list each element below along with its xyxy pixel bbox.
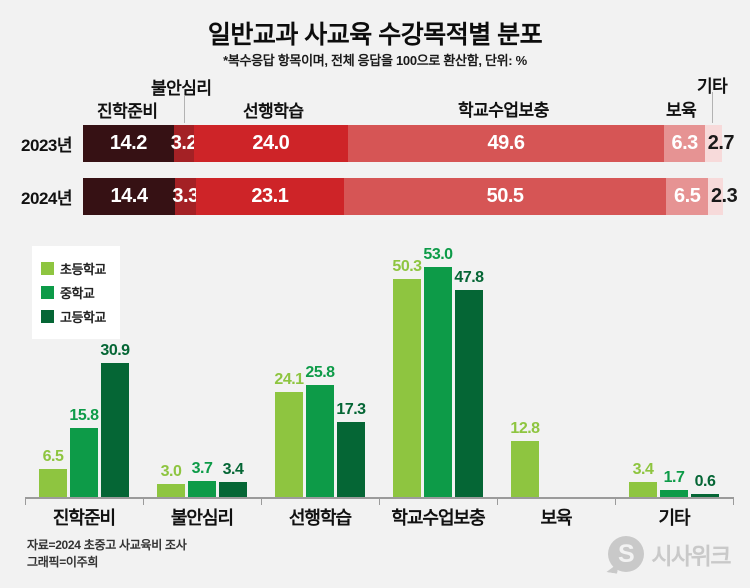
bar-중학교-선행학습 — [306, 385, 334, 497]
year-label-2023: 2023년 — [21, 136, 72, 155]
bar-value-label: 15.8 — [69, 407, 99, 424]
x-axis-tick — [143, 497, 144, 505]
segment-value-outside: 2.3 — [710, 185, 738, 207]
bar-초등학교-선행학습 — [275, 392, 303, 497]
source-credit: 자료=2024 초중고 사교육비 조사 — [27, 538, 187, 552]
bar-value-label: 3.4 — [222, 461, 244, 478]
year-label-2024: 2024년 — [21, 189, 72, 208]
bar-중학교-기타 — [660, 490, 688, 497]
legend-item-high: 고등학교 — [41, 307, 106, 326]
bar-value-label: 3.0 — [160, 463, 182, 480]
bar-value-label: 3.4 — [632, 461, 654, 478]
bar-value-label: 24.1 — [274, 371, 304, 388]
stacked-header-sueopbochung: 학교수업보충 — [458, 101, 549, 120]
bar-value-label: 6.5 — [42, 448, 64, 465]
segment-기타 — [707, 178, 723, 215]
connector-line-gita — [712, 92, 713, 123]
bar-초등학교-보육 — [511, 441, 539, 497]
segment-보육: 6.3 — [664, 125, 705, 162]
legend-item-middle: 중학교 — [41, 283, 106, 302]
category-label-선행학습: 선행학습 — [288, 508, 352, 528]
graphic-credit: 그래픽=이주희 — [27, 555, 99, 569]
bar-value-label: 30.9 — [100, 342, 130, 359]
bar-초등학교-불안심리 — [157, 484, 185, 497]
bar-초등학교-학교수업보충 — [393, 279, 421, 497]
segment-선행학습: 23.1 — [196, 178, 344, 215]
bar-value-label: 50.3 — [392, 258, 422, 275]
stacked-header-bulan: 불안심리 — [151, 79, 212, 98]
bar-value-label: 53.0 — [423, 246, 453, 263]
bar-고등학교-학교수업보충 — [455, 290, 483, 497]
segment-진학준비: 14.4 — [83, 178, 176, 215]
stacked-header-boyuk: 보육 — [666, 101, 697, 120]
stacked-bar-2024년: 14.4 3.3 23.1 50.5 6.5 — [83, 178, 723, 215]
connector-line-bulan — [184, 95, 185, 123]
publisher-logo-text: 시사위크 — [651, 543, 731, 569]
stacked-header-gita: 기타 — [697, 77, 728, 96]
sisaweek-s-icon: S — [608, 536, 645, 572]
x-axis-tick — [379, 497, 380, 505]
high-swatch-icon — [41, 310, 54, 323]
legend-label: 초등학교 — [60, 262, 106, 277]
segment-value-outside: 2.7 — [707, 132, 735, 154]
legend-label: 고등학교 — [60, 310, 106, 325]
bar-초등학교-기타 — [629, 482, 657, 497]
segment-불안심리: 3.3 — [172, 178, 199, 215]
stacked-bar-2023년: 14.2 3.2 24.0 49.6 6.3 — [83, 125, 722, 162]
page-title: 일반교과 사교육 수강목적별 분포 — [207, 21, 543, 49]
segment-선행학습: 24.0 — [194, 125, 348, 162]
bar-value-label: 3.7 — [191, 460, 213, 477]
bar-고등학교-기타 — [691, 494, 719, 497]
bar-value-label: 0.6 — [694, 473, 716, 490]
bar-초등학교-진학준비 — [39, 469, 67, 497]
segment-학교수업보충: 50.5 — [343, 178, 667, 215]
bar-중학교-진학준비 — [70, 428, 98, 497]
x-axis-tick — [497, 497, 498, 505]
bar-value-label: 17.3 — [336, 401, 366, 418]
bar-value-label: 47.8 — [454, 269, 484, 286]
bar-value-label: 25.8 — [305, 364, 335, 381]
segment-학교수업보충: 49.6 — [347, 125, 665, 162]
stacked-header-seonhaeng: 선행학습 — [243, 102, 304, 121]
segment-보육: 6.5 — [666, 178, 708, 215]
x-axis-tick — [25, 497, 26, 505]
segment-진학준비: 14.2 — [83, 125, 174, 162]
x-axis-tick — [733, 497, 734, 505]
category-label-학교수업보충: 학교수업보충 — [391, 508, 485, 528]
legend-item-elementary: 초등학교 — [41, 259, 106, 278]
category-label-불안심리: 불안심리 — [170, 508, 234, 528]
stacked-header-jinhak: 진학준비 — [97, 102, 158, 121]
legend-label: 중학교 — [60, 286, 95, 301]
bar-중학교-불안심리 — [188, 481, 216, 497]
middle-swatch-icon — [41, 286, 54, 299]
bar-고등학교-선행학습 — [337, 422, 365, 497]
elementary-swatch-icon — [41, 262, 54, 275]
legend: 초등학교 중학교 고등학교 — [32, 246, 120, 339]
segment-기타 — [704, 125, 722, 162]
category-label-기타: 기타 — [658, 508, 690, 528]
page-subtitle: *복수응답 항목이며, 전체 응답을 100으로 환산함, 단위: % — [223, 53, 527, 68]
bar-고등학교-진학준비 — [101, 363, 129, 497]
x-axis-tick — [261, 497, 262, 505]
publisher-logo: S 시사위크 — [608, 536, 731, 572]
segment-불안심리: 3.2 — [171, 125, 198, 162]
bar-고등학교-불안심리 — [219, 482, 247, 497]
x-axis-tick — [615, 497, 616, 505]
bar-value-label: 1.7 — [663, 469, 685, 486]
bar-중학교-학교수업보충 — [424, 267, 452, 497]
category-label-진학준비: 진학준비 — [52, 508, 116, 528]
category-label-보육: 보육 — [540, 508, 572, 528]
bar-value-label: 12.8 — [510, 420, 540, 437]
